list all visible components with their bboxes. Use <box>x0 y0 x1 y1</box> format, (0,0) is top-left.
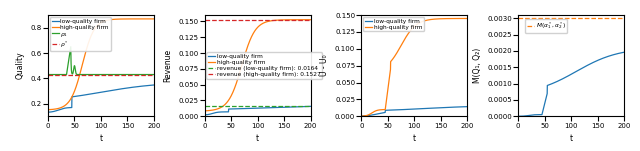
low-quality firm <box>240 108 248 109</box>
low-quality firm <box>83 94 91 95</box>
high-quality firm <box>367 113 374 115</box>
low-quality firm <box>207 113 214 115</box>
high-quality firm <box>201 110 209 112</box>
low-quality firm <box>150 84 157 86</box>
low-quality firm <box>360 115 367 117</box>
low-quality firm <box>358 115 365 117</box>
high-quality firm <box>463 18 471 19</box>
low-quality firm <box>131 86 139 88</box>
low-quality firm <box>307 105 314 107</box>
high-quality firm <box>307 19 314 21</box>
$\rho_1$ <box>44 74 52 76</box>
revenue (low-quality firm): 0.0164: (0, 0.0164): 0.0164: (0, 0.0164) <box>201 105 209 107</box>
low-quality firm <box>421 108 429 109</box>
high-quality firm <box>207 109 214 111</box>
$\rho_1$ <box>47 74 54 76</box>
low-quality firm <box>211 112 218 114</box>
revenue (low-quality firm): 0.0164: (1, 0.0164): 0.0164: (1, 0.0164) <box>202 105 209 107</box>
low-quality firm <box>108 90 115 91</box>
low-quality firm <box>463 106 471 108</box>
Y-axis label: Quality: Quality <box>16 52 25 79</box>
low-quality firm <box>445 106 452 108</box>
$\rho_1$ <box>50 74 58 76</box>
high-quality firm <box>421 20 429 22</box>
high-quality firm <box>445 18 452 19</box>
high-quality firm <box>240 57 248 59</box>
high-quality firm <box>50 108 58 110</box>
X-axis label: t: t <box>413 134 416 143</box>
$\rho_1$ <box>108 74 116 76</box>
$\rho^*$ <box>45 74 52 76</box>
Legend: low-quality firm, high-quality firm, $\rho_1$, $\rho^*$: low-quality firm, high-quality firm, $\r… <box>50 17 111 51</box>
X-axis label: t: t <box>256 134 259 143</box>
high-quality firm <box>150 18 157 20</box>
$\rho_1$ <box>131 74 139 76</box>
Line: high-quality firm: high-quality firm <box>205 20 310 111</box>
Line: high-quality firm: high-quality firm <box>362 18 467 116</box>
high-quality firm <box>83 45 91 47</box>
high-quality firm <box>54 108 61 110</box>
high-quality firm <box>204 110 211 112</box>
low-quality firm <box>201 114 209 116</box>
$\rho_1$ <box>150 74 157 76</box>
$M(\alpha_1^*, \alpha_2^*)$ <box>515 18 522 19</box>
low-quality firm <box>54 109 61 111</box>
low-quality firm <box>204 114 211 116</box>
X-axis label: t: t <box>570 134 573 143</box>
$\rho_1$ <box>54 74 61 76</box>
high-quality firm <box>264 20 272 22</box>
Legend: $M(\alpha_1^*, \alpha_2^*)$: $M(\alpha_1^*, \alpha_2^*)$ <box>525 19 568 33</box>
Line: high-quality firm: high-quality firm <box>48 19 154 110</box>
Line: low-quality firm: low-quality firm <box>48 85 154 112</box>
high-quality firm <box>131 18 139 20</box>
low-quality firm <box>367 114 374 116</box>
$\rho_1$ <box>84 74 92 76</box>
low-quality firm <box>288 106 296 108</box>
X-axis label: t: t <box>99 134 102 143</box>
Legend: low-quality firm, high-quality firm: low-quality firm, high-quality firm <box>363 17 424 31</box>
$\rho_1$ <box>67 46 75 48</box>
revenue (high-quality firm): 0.1527: (1, 0.153): 0.1527: (1, 0.153) <box>202 19 209 21</box>
$M(\alpha_1^*, \alpha_2^*)$ <box>515 18 522 19</box>
high-quality firm <box>360 115 367 117</box>
Line: $\rho_1$: $\rho_1$ <box>48 47 154 75</box>
Y-axis label: M(Q₁, Q₂): M(Q₁, Q₂) <box>472 48 481 83</box>
low-quality firm <box>50 111 58 112</box>
Y-axis label: Revenue: Revenue <box>164 49 173 82</box>
high-quality firm <box>108 19 115 20</box>
$\rho^*$ <box>44 74 52 76</box>
high-quality firm <box>47 109 54 111</box>
high-quality firm <box>211 109 218 111</box>
Line: low-quality firm: low-quality firm <box>362 107 467 116</box>
low-quality firm <box>364 115 371 117</box>
low-quality firm <box>47 111 54 113</box>
Legend: low-quality firm, high-quality firm, revenue (low-quality firm): 0.0164, revenue: low-quality firm, high-quality firm, rev… <box>207 52 323 79</box>
high-quality firm <box>364 114 371 116</box>
revenue (high-quality firm): 0.1527: (0, 0.153): 0.1527: (0, 0.153) <box>201 19 209 21</box>
high-quality firm <box>44 109 52 111</box>
low-quality firm <box>397 109 404 111</box>
low-quality firm <box>264 107 272 109</box>
low-quality firm <box>44 111 52 113</box>
Line: low-quality firm: low-quality firm <box>205 106 310 115</box>
high-quality firm <box>358 115 365 117</box>
high-quality firm <box>288 19 296 21</box>
Y-axis label: U - U₀: U - U₀ <box>321 55 330 77</box>
high-quality firm <box>397 45 404 47</box>
